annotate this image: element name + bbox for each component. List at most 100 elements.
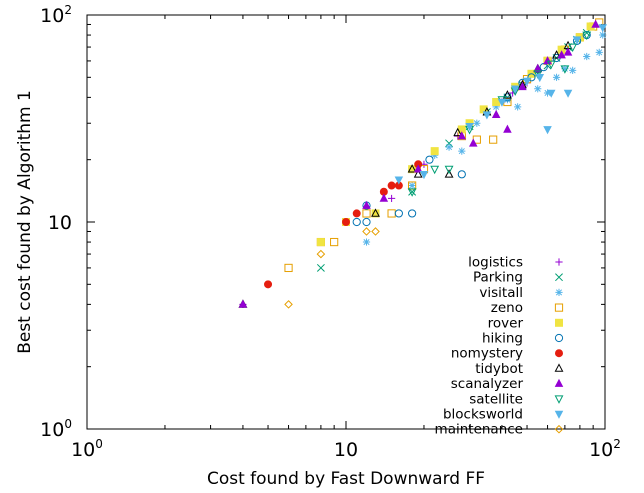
legend-marker-visitall [555,288,563,296]
legend-label-nomystery: nomystery [451,346,523,362]
legend: logisticsParkingvisitallzenoroverhikingn… [435,255,564,438]
data-point-maintenance [316,249,326,259]
data-point-hiking [362,217,371,227]
data-point-scanalyzer [518,81,527,91]
x-tick-label: 102 [589,437,621,461]
data-point-scanalyzer [469,138,478,147]
data-point-parking [316,263,325,272]
data-point-maintenance [362,227,371,236]
data-point-blocksworld [598,24,607,33]
data-point-scanalyzer [563,47,573,56]
data-point-visitall [583,52,591,61]
data-point-satellite [430,165,440,175]
data-point-blocksworld [543,126,552,135]
data-point-visitall [543,89,552,97]
data-point-scanalyzer [379,193,389,202]
x-tick-label: 100 [71,437,103,461]
data-point-hiking [527,73,536,82]
legend-marker-logistics [555,258,563,266]
data-point-zeno [387,209,396,218]
data-point-zeno [284,263,293,273]
data-point-blocksworld [419,171,429,180]
data-point-nomystery [352,209,361,218]
data-point-scanalyzer [503,124,512,133]
data-point-visitall [514,103,522,111]
legend-label-visitall: visitall [479,285,523,301]
y-tick-label: 102 [40,3,72,27]
data-point-blocksworld [563,89,573,98]
data-point-scanalyzer [238,299,248,308]
legend-label-scanalyzer: scanalyzer [451,376,524,392]
data-point-satellite [582,31,592,41]
data-point-blocksworld [522,77,532,86]
data-point-nomystery [264,280,273,289]
data-point-tidybot [502,90,512,99]
data-point-hiking [457,170,466,179]
data-point-blocksworld [535,74,545,83]
data-point-blocksworld [510,85,520,94]
data-point-parking [445,139,454,148]
legend-label-tidybot: tidybot [475,361,523,377]
legend-marker-nomystery [555,349,564,358]
data-point-visitall [503,96,512,104]
data-point-scanalyzer [457,131,467,140]
data-point-visitall [561,65,569,73]
data-point-visitall [431,151,439,159]
data-point-scanalyzer [591,19,600,28]
y-tick-label: 10 [48,212,72,234]
data-point-rover [430,147,439,156]
legend-marker-satellite [554,395,564,404]
data-point-scanalyzer [533,63,543,73]
axis-ticks: 100 10 102 100 10 102 [40,3,621,461]
legend-marker-blocksworld [554,410,564,419]
data-point-visitall [473,119,481,127]
data-point-visitall [408,181,416,190]
data-points [238,18,607,309]
data-point-maintenance [284,300,293,309]
data-point-satellite [560,65,570,74]
data-point-blocksworld [497,98,507,107]
legend-marker-hiking [554,333,564,343]
legend-marker-zeno [554,303,564,312]
data-point-blocksworld [394,176,404,185]
legend-marker-rover [555,318,564,327]
data-point-scanalyzer [413,164,423,173]
data-point-tidybot [407,164,417,173]
data-point-zeno [330,237,339,247]
legend-label-zeno: zeno [491,300,523,316]
data-point-visitall [552,73,561,81]
data-point-tidybot [444,169,454,178]
data-point-hiking [408,209,417,218]
data-point-visitall [445,143,453,151]
legend-label-logistics: logistics [468,255,523,271]
data-point-blocksworld [572,36,582,45]
data-point-zeno [489,135,498,144]
y-axis-label: Best cost found by Algorithm 1 [15,90,35,354]
data-point-visitall [492,103,500,111]
data-point-blocksworld [546,89,556,98]
data-point-satellite [568,43,578,53]
data-point-satellite [546,60,556,70]
legend-label-maintenance: maintenance [435,422,523,438]
y-tick-label: 100 [40,417,72,441]
data-point-hiking [394,209,403,218]
data-point-scanalyzer [362,200,371,209]
data-point-scanalyzer [543,56,552,65]
data-point-hiking [425,155,434,164]
legend-marker-scanalyzer [554,378,564,387]
data-point-hiking [352,217,361,227]
data-point-tidybot [552,50,561,59]
data-point-nomystery [387,181,396,190]
legend-label-blocksworld: blocksworld [443,407,523,423]
legend-marker-tidybot [554,363,564,372]
legend-label-hiking: hiking [482,331,523,347]
legend-label-satellite: satellite [469,391,523,407]
data-point-rover [316,238,325,247]
data-point-visitall [595,48,603,56]
data-point-visitall [534,85,542,93]
legend-label-rover: rover [488,315,524,331]
data-point-scanalyzer [557,50,566,59]
legend-label-parking: Parking [473,270,523,286]
data-point-visitall [362,238,371,246]
